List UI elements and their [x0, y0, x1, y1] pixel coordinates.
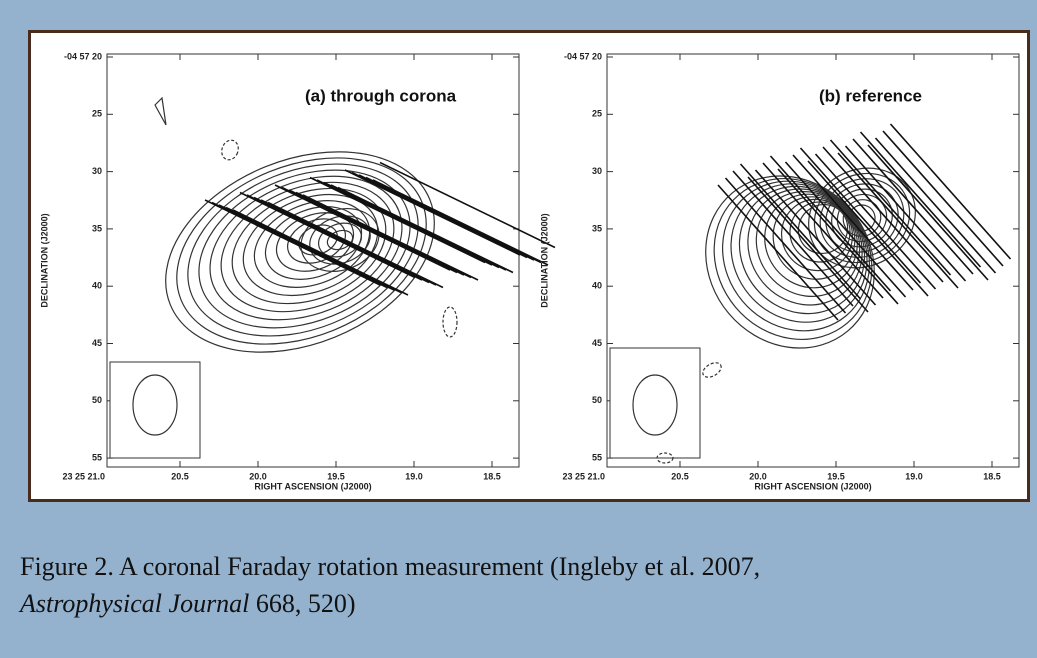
x-tick-label: 18.5 [483, 471, 501, 481]
vector [345, 170, 520, 255]
vector [233, 210, 408, 295]
page: -04 57 20 25 30 35 40 45 50 55 23 25 21.0 20.5 20.… [0, 0, 1037, 658]
contour [443, 307, 457, 337]
y-tick-label: 35 [592, 223, 602, 233]
vector [352, 173, 527, 258]
beam-box [110, 362, 200, 458]
vector [282, 188, 457, 273]
x-tick-label: 23 25 21.0 [562, 471, 605, 481]
x-tick-label: 20.0 [749, 471, 767, 481]
y-tick-label: 50 [92, 395, 102, 405]
vector [883, 131, 1003, 266]
y-tick-label: 55 [592, 452, 602, 462]
x-tick-label: 19.5 [827, 471, 845, 481]
panel-title: (a) through corona [305, 86, 457, 105]
y-axis-label: DECLINATION (J2000) [39, 213, 49, 307]
caption: Figure 2. A coronal Faraday rotation mea… [20, 548, 1020, 622]
y-tick-label: 45 [92, 338, 102, 348]
y-tick-label: 40 [92, 281, 102, 291]
y-tick-label: 30 [92, 166, 102, 176]
y-tick-label: 35 [92, 223, 102, 233]
x-tick-label: 20.5 [171, 471, 189, 481]
contour [700, 360, 723, 380]
vector [205, 200, 380, 285]
x-tick-label: 20.0 [249, 471, 267, 481]
vector [261, 200, 436, 285]
vector [240, 193, 415, 278]
contour [219, 138, 241, 162]
vector [275, 185, 450, 270]
vector [373, 180, 548, 265]
x-tick-label: 19.0 [905, 471, 923, 481]
y-tick-label: -04 57 20 [564, 51, 602, 61]
caption-journal: Astrophysical Journal [20, 589, 249, 618]
vector [212, 203, 387, 288]
contour [155, 98, 166, 125]
x-tick-label: 19.0 [405, 471, 423, 481]
y-axis-label: DECLINATION (J2000) [539, 213, 549, 307]
caption-text: Figure 2. A coronal Faraday rotation mea… [20, 552, 760, 581]
y-tick-label: 45 [592, 338, 602, 348]
x-tick-label: 19.5 [327, 471, 345, 481]
vector [254, 198, 429, 283]
x-tick-label: 20.5 [671, 471, 689, 481]
y-tick-label: 30 [592, 166, 602, 176]
vector [366, 178, 541, 263]
y-tick-label: 55 [92, 452, 102, 462]
y-tick-label: 25 [592, 109, 602, 119]
panel-title: (b) reference [819, 86, 922, 105]
x-tick-label: 18.5 [983, 471, 1001, 481]
caption-citation: 668, 520) [256, 589, 356, 618]
y-tick-label: 50 [592, 395, 602, 405]
beam-box [610, 348, 700, 458]
y-tick-label: 25 [92, 109, 102, 119]
x-tick-label: 23 25 21.0 [62, 471, 105, 481]
y-tick-label: 40 [592, 281, 602, 291]
vector [380, 163, 555, 248]
vector [359, 175, 534, 260]
y-tick-label: -04 57 20 [64, 51, 102, 61]
vector [296, 193, 471, 278]
x-axis-label: RIGHT ASCENSION (J2000) [754, 481, 871, 491]
figure: -04 57 20 25 30 35 40 45 50 55 23 25 21.0 20.5 20.… [0, 0, 1037, 520]
x-axis-label: RIGHT ASCENSION (J2000) [254, 481, 371, 491]
